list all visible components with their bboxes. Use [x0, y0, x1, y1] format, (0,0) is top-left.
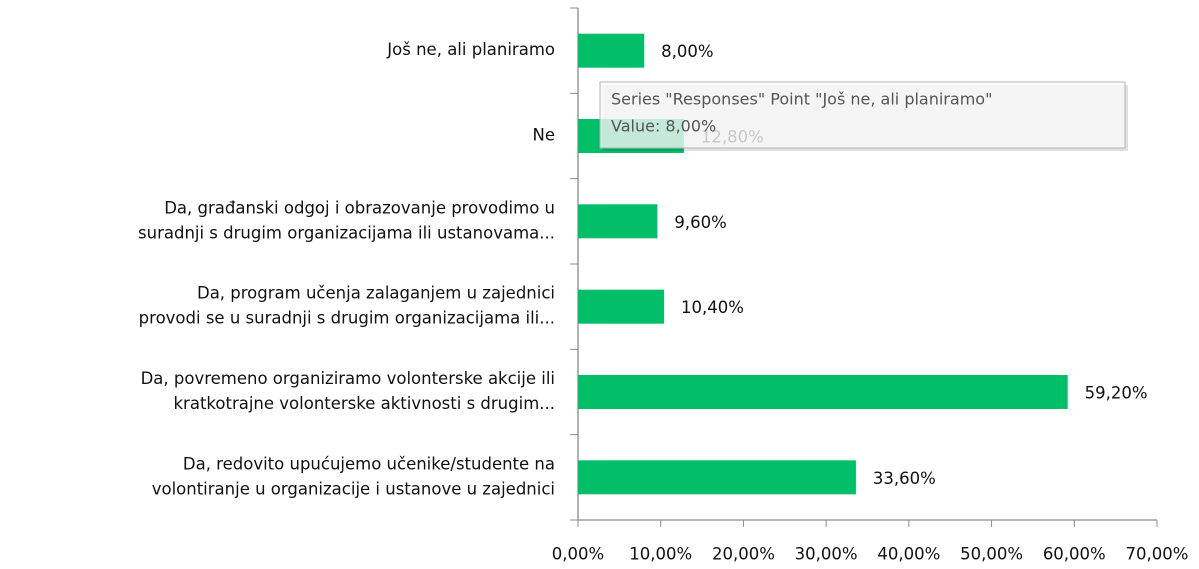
- category-label: kratkotrajne volonterske aktivnosti s dr…: [174, 394, 556, 413]
- x-tick-label: 20,00%: [712, 545, 775, 564]
- x-tick-label: 50,00%: [960, 545, 1023, 564]
- category-label: Da, redovito upućujemo učenike/studente …: [183, 454, 555, 473]
- x-tick-label: 0,00%: [552, 545, 604, 564]
- category-label: Da, program učenja zalaganjem u zajednic…: [197, 284, 555, 303]
- tooltip-title: Series "Responses" Point "Još ne, ali pl…: [611, 90, 992, 109]
- bar: [578, 289, 665, 324]
- category-label: Da, povremeno organiziramo volonterske a…: [141, 369, 555, 388]
- tooltip: Series "Responses" Point "Još ne, ali pl…: [599, 81, 1128, 151]
- x-tick-label: 10,00%: [629, 545, 692, 564]
- category-label: provodi se u suradnji s drugim organizac…: [139, 309, 555, 328]
- value-label: 59,20%: [1085, 384, 1148, 403]
- bar: [578, 33, 645, 68]
- x-tick-label: 30,00%: [795, 545, 858, 564]
- value-label: 33,60%: [873, 469, 936, 488]
- x-tick-label: 60,00%: [1043, 545, 1106, 564]
- category-label: suradnji s drugim organizacijama ili ust…: [138, 223, 555, 242]
- tooltip-value: Value: 8,00%: [611, 117, 716, 136]
- bar: [578, 460, 856, 495]
- x-tick-label: 70,00%: [1126, 545, 1189, 564]
- bar: [578, 375, 1068, 409]
- category-label: Još ne, ali planiramo: [386, 40, 555, 59]
- value-label: 10,40%: [681, 298, 744, 317]
- tooltip-box: [599, 81, 1126, 149]
- category-label: Da, građanski odgoj i obrazovanje provod…: [164, 198, 555, 217]
- value-label: 9,60%: [674, 213, 726, 232]
- bar: [578, 204, 658, 239]
- category-label: Ne: [533, 126, 556, 145]
- x-tick-label: 40,00%: [877, 545, 940, 564]
- value-label: 8,00%: [661, 42, 713, 61]
- category-label: volontiranje u organizacije i ustanove u…: [152, 479, 555, 498]
